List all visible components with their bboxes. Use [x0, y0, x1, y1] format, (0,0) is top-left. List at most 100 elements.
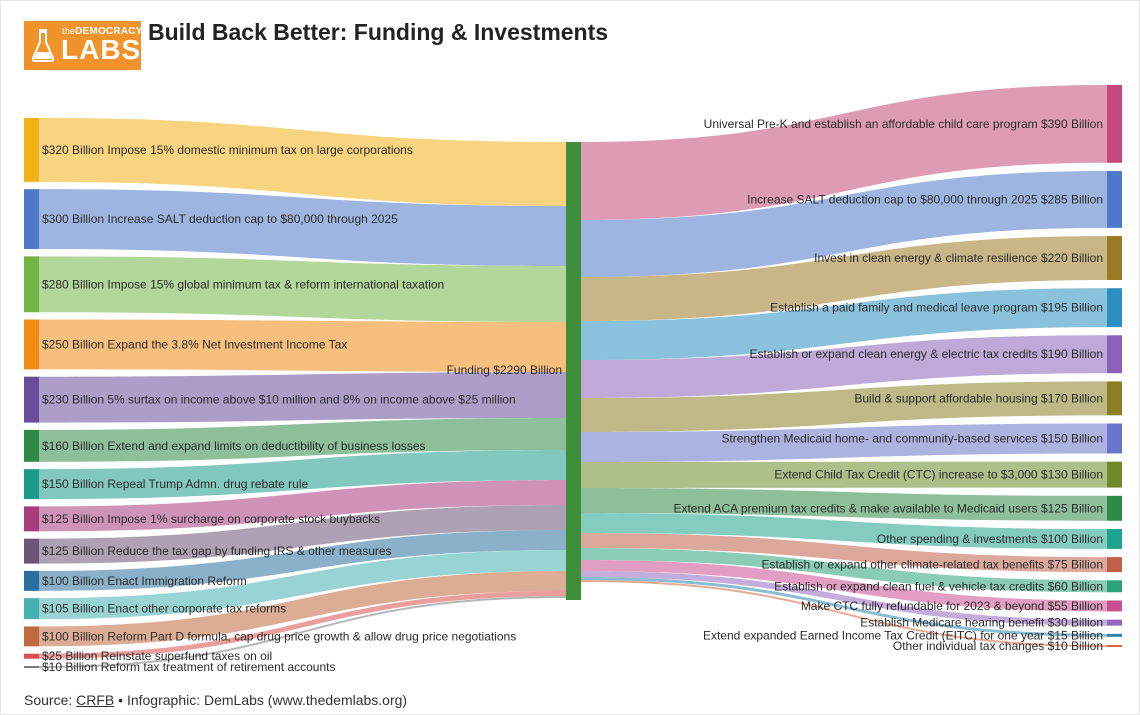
- source-label-8: $125 Billion Reduce the tax gap by fundi…: [42, 544, 392, 558]
- page-title: Build Back Better: Funding & Investments: [148, 19, 609, 45]
- source-link-1: [39, 189, 566, 266]
- sankey-links: [39, 85, 1107, 669]
- target-node-6: [1107, 423, 1122, 454]
- source-link-10: [39, 550, 566, 620]
- flask-icon: [32, 28, 54, 62]
- source-node-9: [24, 570, 39, 591]
- source-label-12: $25 Billion Reinstate superfund taxes on…: [42, 649, 272, 663]
- source-link-11: [39, 571, 566, 647]
- source-link-0: [39, 118, 566, 206]
- source-label-11: $100 Billion Reform Part D formula, cap …: [42, 629, 516, 643]
- source-label-6: $150 Billion Repeal Trump Admn. drug reb…: [42, 477, 308, 491]
- target-node-2: [1107, 236, 1122, 280]
- target-node-5: [1107, 381, 1122, 416]
- source-label-0: $320 Billion Impose 15% domestic minimum…: [42, 143, 413, 157]
- source-node-10: [24, 598, 39, 620]
- target-node-0: [1107, 85, 1122, 163]
- target-label-14: Extend expanded Earned Income Tax Credit…: [703, 628, 1103, 642]
- source-link-7: [39, 480, 566, 532]
- target-node-15: [1107, 645, 1122, 648]
- source-node-8: [24, 538, 39, 564]
- target-node-4: [1107, 335, 1122, 374]
- target-label-15: Other individual tax changes $10 Billion: [893, 639, 1103, 653]
- source-label-13: $10 Billion Reform tax treatment of reti…: [42, 660, 335, 674]
- target-label-10: Establish or expand other climate-relate…: [761, 558, 1103, 572]
- logo-subtitle: theDEMOCRACY: [62, 25, 143, 37]
- target-label-6: Strengthen Medicaid home- and community-…: [721, 431, 1103, 445]
- target-label-4: Establish or expand clean energy & elect…: [749, 347, 1103, 361]
- target-link-13: [581, 571, 1107, 626]
- target-link-6: [581, 423, 1107, 462]
- target-link-9: [581, 513, 1107, 549]
- source-node-3: [24, 319, 39, 370]
- source-label-10: $105 Billion Enact other corporate tax r…: [42, 602, 286, 616]
- target-node-14: [1107, 633, 1122, 637]
- target-link-4: [581, 335, 1107, 398]
- target-link-7: [581, 461, 1107, 488]
- source-node-1: [24, 189, 39, 250]
- target-label-7: Extend Child Tax Credit (CTC) increase t…: [774, 468, 1103, 482]
- target-node-7: [1107, 461, 1122, 488]
- source-node-6: [24, 469, 39, 500]
- target-link-12: [581, 560, 1107, 612]
- target-node-10: [1107, 557, 1122, 573]
- target-node-1: [1107, 171, 1122, 228]
- demlabs-logo[interactable]: theDEMOCRACY LABS: [24, 20, 143, 70]
- target-label-13: Establish Medicare hearing benefit $30 B…: [860, 616, 1103, 630]
- sankey-labels: $320 Billion Impose 15% domestic minimum…: [42, 117, 1103, 674]
- source-link-5: [39, 418, 566, 462]
- source-link-12: [39, 591, 566, 659]
- header: theDEMOCRACY LABS: [24, 20, 143, 70]
- target-node-11: [1107, 580, 1122, 593]
- source-link-13: [39, 596, 566, 669]
- source-node-4: [24, 376, 39, 423]
- target-link-5: [581, 381, 1107, 432]
- source-link-6: [39, 450, 566, 500]
- target-label-5: Build & support affordable housing $170 …: [854, 391, 1103, 405]
- source-label-4: $230 Billion 5% surtax on income above $…: [42, 393, 516, 407]
- source-node-2: [24, 256, 39, 313]
- target-link-1: [581, 171, 1107, 277]
- target-label-2: Invest in clean energy & climate resilie…: [814, 251, 1103, 265]
- source-link-4: [39, 372, 566, 423]
- target-link-14: [581, 577, 1107, 637]
- target-label-8: Extend ACA premium tax credits & make av…: [673, 501, 1103, 515]
- source-link-3: [39, 319, 566, 372]
- target-label-1: Increase SALT deduction cap to $80,000 t…: [747, 192, 1103, 206]
- source-node-7: [24, 506, 39, 532]
- target-label-9: Other spending & investments $100 Billio…: [877, 532, 1103, 546]
- target-label-12: Make CTC fully refundable for 2023 & bey…: [801, 599, 1103, 613]
- target-link-3: [581, 288, 1107, 360]
- target-link-8: [581, 488, 1107, 521]
- source-link-2: [39, 256, 566, 322]
- source-label-5: $160 Billion Extend and expand limits on…: [42, 439, 426, 453]
- target-node-9: [1107, 528, 1122, 549]
- target-link-0: [581, 85, 1107, 220]
- target-link-15: [581, 580, 1107, 648]
- source-label-7: $125 Billion Impose 1% surcharge on corp…: [42, 512, 380, 526]
- target-link-10: [581, 533, 1107, 573]
- source-link-9: [39, 530, 566, 591]
- source-node-11: [24, 626, 39, 647]
- source-node-5: [24, 429, 39, 462]
- source-node-13: [24, 666, 39, 669]
- source-label-3: $250 Billion Expand the 3.8% Net Investm…: [42, 337, 347, 351]
- target-node-12: [1107, 600, 1122, 612]
- source-link-crfb[interactable]: CRFB: [76, 692, 115, 708]
- source-link-8: [39, 505, 566, 564]
- source-node-12: [24, 653, 39, 659]
- target-node-3: [1107, 288, 1122, 328]
- source-node-0: [24, 118, 39, 182]
- logo-wordmark: LABS: [61, 33, 142, 65]
- source-label-9: $100 Billion Enact Immigration Reform: [42, 574, 247, 588]
- source-prefix: Source:: [24, 692, 77, 708]
- source-suffix: • Infographic: DemLabs (www.thedemlabs.o…: [114, 692, 408, 708]
- source-label-1: $300 Billion Increase SALT deduction cap…: [42, 212, 398, 226]
- target-node-13: [1107, 619, 1122, 626]
- center-node-funding: [566, 142, 581, 600]
- target-node-8: [1107, 495, 1122, 521]
- target-link-2: [581, 236, 1107, 321]
- footer-source: Source: CRFB • Infographic: DemLabs (www…: [24, 692, 407, 708]
- target-link-11: [581, 548, 1107, 593]
